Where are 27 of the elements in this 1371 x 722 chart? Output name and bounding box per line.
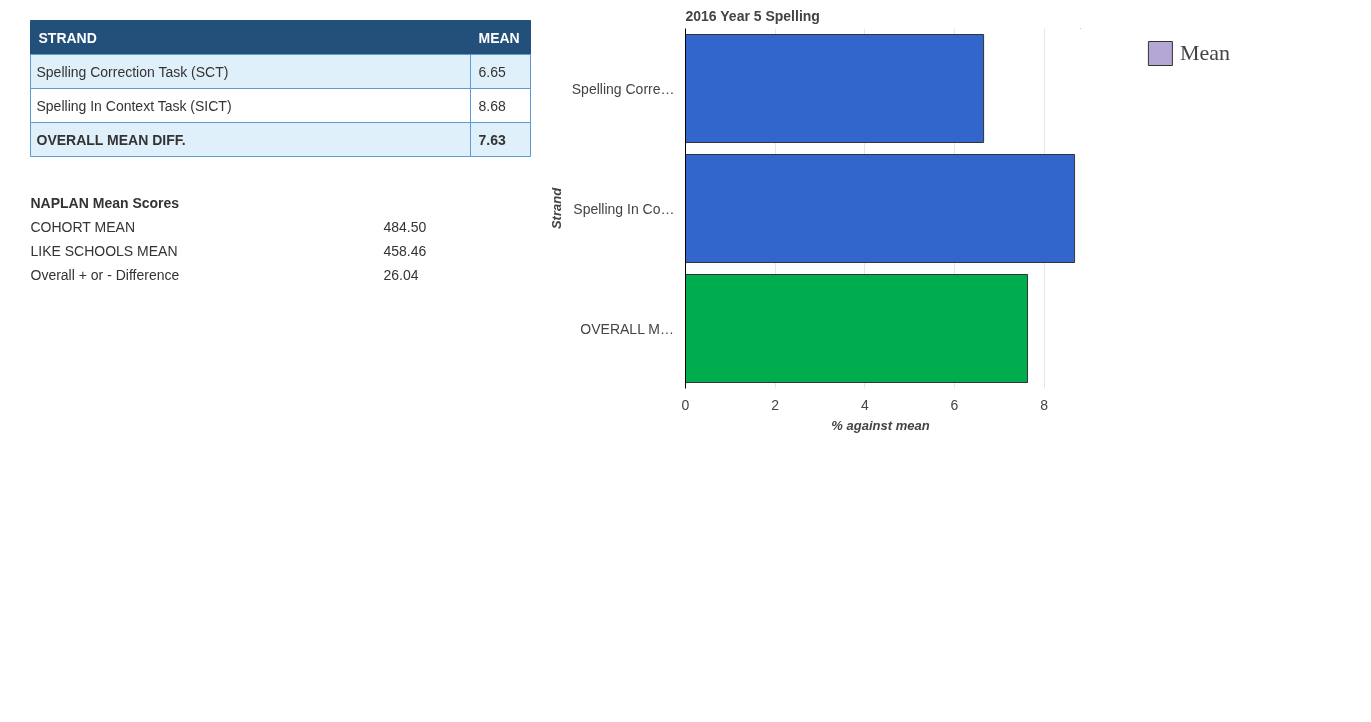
data-label: 7.63: [478, 131, 506, 148]
data-label: 458.46: [383, 242, 427, 259]
text: STRAND: [38, 29, 97, 46]
text: MEAN: [478, 29, 520, 46]
y-tick-label: Spelling In Co…: [573, 200, 675, 217]
x-tick-label: 4: [860, 396, 869, 413]
category-label: Overall + or - Difference: [30, 266, 180, 283]
x-tick-label: 2: [771, 396, 780, 413]
text: NAPLAN Mean Scores: [30, 194, 180, 211]
legend-label: Mean: [1179, 40, 1230, 66]
y-axis-title: Strand: [548, 186, 564, 230]
x-tick-label: 8: [1040, 396, 1049, 413]
category-label: LIKE SCHOOLS MEAN: [30, 242, 178, 259]
x-axis-title: % against mean: [831, 417, 930, 433]
data-label: 26.04: [383, 266, 419, 283]
category-label: OVERALL MEAN DIFF.: [36, 131, 186, 148]
y-tick-label: Spelling Corre…: [571, 80, 675, 97]
x-tick-label: 6: [950, 396, 959, 413]
category-label: Spelling Correction Task (SCT): [36, 63, 229, 80]
y-tick-label: OVERALL M…: [580, 320, 674, 337]
data-label: 484.50: [383, 218, 427, 235]
x-tick-label: 0: [681, 396, 690, 413]
category-label: COHORT MEAN: [30, 218, 135, 235]
chart-title: 2016 Year 5 Spelling: [685, 7, 820, 24]
data-label: 8.68: [478, 97, 506, 114]
data-label: 6.65: [478, 63, 506, 80]
category-label: Spelling In Context Task (SICT): [36, 97, 232, 114]
